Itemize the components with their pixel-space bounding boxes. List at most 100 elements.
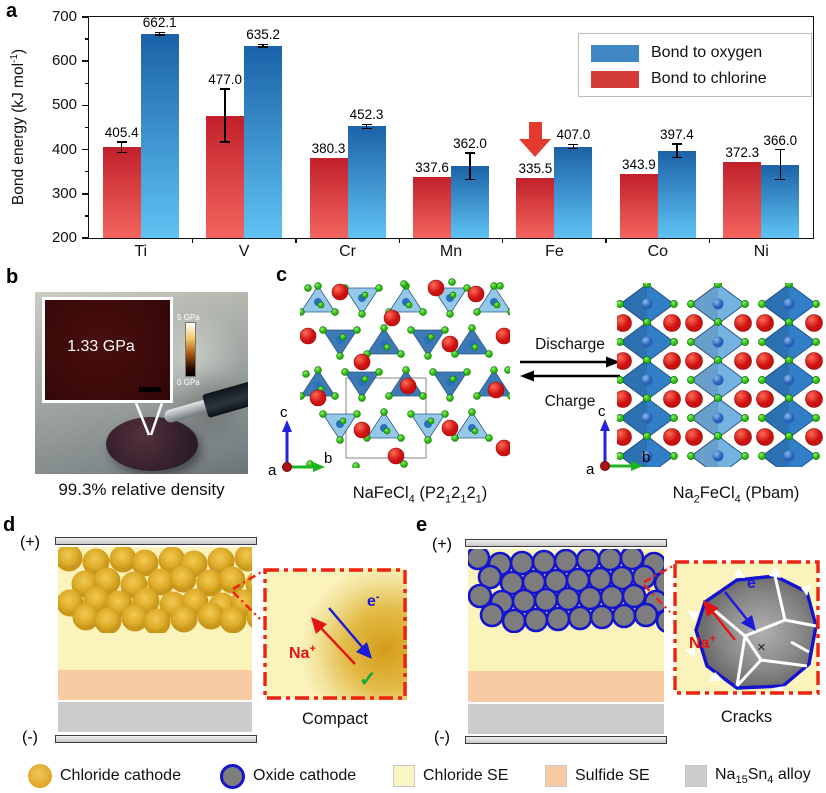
pellet-photo: 1.33 GPa 5 GPa 0 GPa [35, 292, 248, 474]
electron-label: e [747, 575, 756, 592]
bottom-current-collector [465, 736, 667, 744]
x-tick-label-Co: Co [647, 243, 669, 260]
oxide-cathode-swatch [220, 763, 245, 789]
na-ion-label: Na+ [689, 633, 716, 652]
cracked-particle [685, 566, 818, 695]
nafecl4-structure [300, 278, 510, 468]
panel-a-letter: a [6, 0, 18, 22]
y-tick [82, 148, 89, 151]
error-cap [361, 123, 372, 126]
error-cap [116, 141, 127, 143]
chloride-cathode-layer [58, 547, 252, 633]
modulus-value: 1.33 GPa [67, 338, 135, 355]
positive-terminal-label: (+) [20, 534, 40, 551]
x-tick [501, 238, 504, 243]
y-tick [82, 60, 89, 62]
alloy-anode-layer [58, 702, 252, 732]
error-cap [671, 156, 682, 159]
bar-value-Ni-chlorine: 372.3 [725, 144, 760, 160]
error-bar [158, 32, 161, 36]
error-cap [671, 143, 682, 145]
x-tick-label-V: V [238, 243, 250, 260]
na2fecl4-structure [617, 283, 823, 467]
bar-value-Mn-chlorine: 337.6 [415, 160, 449, 176]
y-tick [85, 126, 89, 129]
na2fecl4-formula: Na2FeCl4 (Pbam) [672, 484, 800, 506]
sulfide-se-layer [468, 671, 664, 702]
plot-area: 200 300 400 500 600 700 405.4 662.1 Ti 477.0 635.2… [52, 8, 814, 260]
bar-Co-chlorine [619, 174, 658, 238]
bottom-current-collector [55, 735, 257, 743]
axis-b-label: b [324, 450, 332, 467]
y-tick [82, 104, 89, 107]
oxygen-swatch [591, 44, 639, 62]
error-bar [120, 141, 123, 153]
pellet [106, 417, 198, 471]
modulus-colorbar [185, 322, 196, 377]
error-cap [775, 178, 786, 181]
y-tick [85, 38, 89, 40]
bar-value-V-oxygen: 635.2 [246, 27, 281, 43]
discharge-charge-arrows [520, 356, 620, 382]
highlight-arrow [519, 122, 552, 158]
cracks-caption: Cracks [720, 708, 773, 726]
y-tick [85, 170, 89, 173]
cross-icon: × [757, 639, 766, 656]
x-tick-label-Ti: Ti [134, 243, 148, 260]
error-cap [465, 152, 475, 154]
axis-a-label: a [268, 462, 277, 479]
bar-Fe-oxygen [554, 146, 593, 238]
error-cap [258, 46, 269, 48]
sulfide-se-swatch [545, 765, 567, 787]
bar-value-Cr-oxygen: 452.3 [349, 107, 384, 123]
bar-value-Ni-oxygen: 366.0 [763, 132, 798, 148]
error-bar [365, 124, 368, 129]
error-cap [116, 151, 127, 154]
y-tick [82, 193, 89, 195]
oxide-cathode-layer [468, 549, 664, 633]
bar-value-Mn-oxygen: 362.0 [453, 136, 487, 152]
inset-pointer [134, 402, 164, 436]
x-tick-label-Mn: Mn [439, 243, 463, 260]
compact-inset: Na+ e- ✓ [263, 568, 407, 700]
error-bar [224, 89, 226, 143]
legend-row-oxygen: Bond to oxygen [591, 40, 811, 66]
top-current-collector [465, 539, 667, 547]
axes-left: c b a [268, 404, 332, 479]
negative-terminal-label: (-) [434, 729, 450, 746]
modulus-map-inset: 1.33 GPa [42, 297, 173, 403]
legend-item-alloy: Na15Sn4 alloy [685, 763, 811, 789]
alloy-swatch [685, 765, 707, 787]
bond-energy-chart: Bond energy (kJ mol-1) 200 300 400 500 600 70… [0, 0, 826, 262]
inset-connector [232, 569, 264, 620]
x-tick-label-Fe: Fe [545, 243, 564, 260]
x-tick [295, 238, 297, 243]
bar-Ti-chlorine [102, 147, 141, 238]
relative-density-caption: 99.3% relative density [58, 480, 225, 499]
legend-row-chlorine: Bond to chlorine [591, 66, 811, 92]
chlorine-swatch [591, 70, 639, 88]
panel-b-letter: b [6, 266, 19, 288]
chart-legend: Bond to oxygen Bond to chlorine [578, 33, 812, 97]
alloy-anode-layer [468, 704, 664, 734]
arrow-head [519, 139, 552, 158]
axis-c-label: c [280, 404, 288, 421]
panel-e-letter: e [416, 514, 428, 536]
error-cap [154, 31, 165, 34]
top-current-collector [55, 537, 257, 545]
y-tick-label: 400 [51, 140, 77, 158]
error-bar [779, 149, 782, 180]
y-tick-label: 500 [51, 96, 77, 114]
electron-label: e- [367, 591, 380, 610]
bar-Mn-chlorine [413, 177, 451, 238]
error-bar [469, 153, 471, 180]
y-tick [82, 237, 89, 239]
x-tick-label-Cr: Cr [339, 243, 356, 260]
bar-value-Fe-chlorine: 335.5 [518, 161, 553, 177]
panel-d-letter: d [3, 514, 16, 536]
error-cap [220, 141, 231, 143]
arrow-shaft [528, 122, 542, 140]
positive-terminal-label: (+) [432, 536, 452, 553]
legend-item-chloride-cathode: Chloride cathode [28, 763, 181, 789]
